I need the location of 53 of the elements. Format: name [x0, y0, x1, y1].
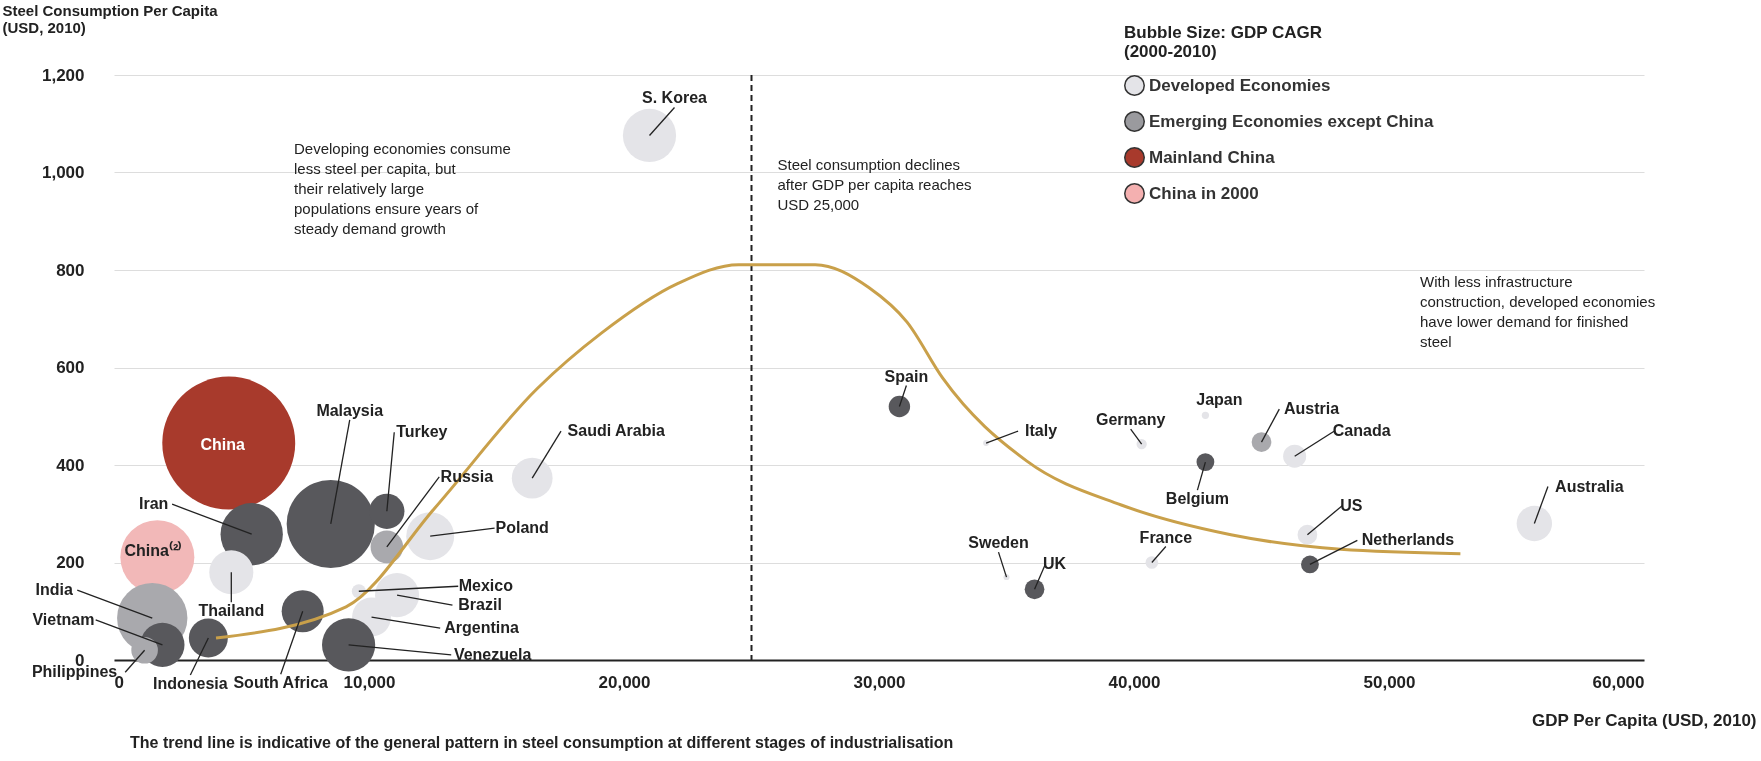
annotation: Developing economies consume less steel per capita, but their relatively large populations ensure years of steady demand growth	[294, 140, 511, 237]
x-tick-label: 60,000	[1592, 672, 1645, 692]
y-tick-label: 200	[56, 553, 85, 572]
annotation: Italy	[1025, 422, 1058, 440]
legend-label: Developed Economies	[1149, 75, 1331, 95]
x-tick-label: 10,000	[343, 672, 396, 692]
annotation: Brazil	[458, 596, 502, 614]
annotation: Germany	[1095, 411, 1166, 429]
annotation: Mexico	[458, 577, 514, 595]
annotation: S. Korea	[642, 89, 708, 107]
annotation: UK	[1043, 555, 1067, 573]
annotation: Saudi Arabia	[567, 422, 665, 440]
text: The trend line is indicative of the general pattern in steel consumption at different stages of industrialisation	[130, 734, 954, 751]
annotation: Australia	[1555, 477, 1624, 495]
annotation: Poland	[495, 519, 549, 537]
annotation: Canada	[1332, 422, 1391, 440]
x-tick-label: 50,000	[1363, 672, 1416, 692]
x-tick-label: 20,000	[598, 672, 651, 692]
y-tick-label: 800	[56, 260, 85, 280]
annotation: Sweden	[968, 534, 1029, 552]
annotation: Steel consumption declines after GDP per capita reaches USD 25,000	[777, 155, 972, 213]
annotation: China⁽²⁾	[124, 541, 183, 560]
annotation: Vietnam	[32, 610, 95, 628]
annotation: US	[1340, 496, 1363, 514]
annotation: France	[1139, 528, 1193, 546]
annotation: Malaysia	[316, 401, 384, 419]
annotation: Netherlands	[1361, 531, 1455, 549]
y-tick-label: 400	[56, 455, 85, 475]
legend-label: Emerging Economies except China	[1149, 111, 1434, 131]
annotation: India	[35, 581, 74, 599]
annotation: Thailand	[198, 602, 265, 620]
legend-label: Mainland China	[1149, 147, 1276, 167]
annotation: Turkey	[396, 423, 448, 441]
annotation: Iran	[139, 495, 169, 513]
annotation: Indonesia	[153, 675, 228, 693]
annotation: Spain	[884, 367, 929, 385]
annotation: Venezuela	[453, 645, 532, 663]
annotation: Japan	[1196, 391, 1243, 409]
legend-title: Bubble Size: GDP CAGR (2000-2010)	[1124, 23, 1323, 61]
annotation: South Africa	[233, 674, 329, 692]
y-tick-label: 1,200	[41, 65, 85, 85]
y-axis-title: Steel Consumption Per Capita (USD, 2010)	[2, 1, 219, 36]
annotation: Argentina	[444, 619, 519, 637]
annotation: China	[200, 436, 246, 454]
y-tick-label: 600	[56, 358, 85, 377]
x-axis-title: GDP Per Capita (USD, 2010)	[1531, 710, 1757, 730]
annotation: With less infrastructure construction, developed economies have lower demand for finished steel	[1420, 273, 1656, 350]
y-tick-label: 1,000	[41, 163, 85, 182]
annotation: Belgium	[1165, 490, 1229, 508]
legend-label: China in 2000	[1149, 183, 1259, 203]
x-tick-label: 30,000	[853, 672, 906, 692]
annotation: Austria	[1283, 400, 1340, 418]
x-tick-label: 40,000	[1108, 672, 1161, 692]
